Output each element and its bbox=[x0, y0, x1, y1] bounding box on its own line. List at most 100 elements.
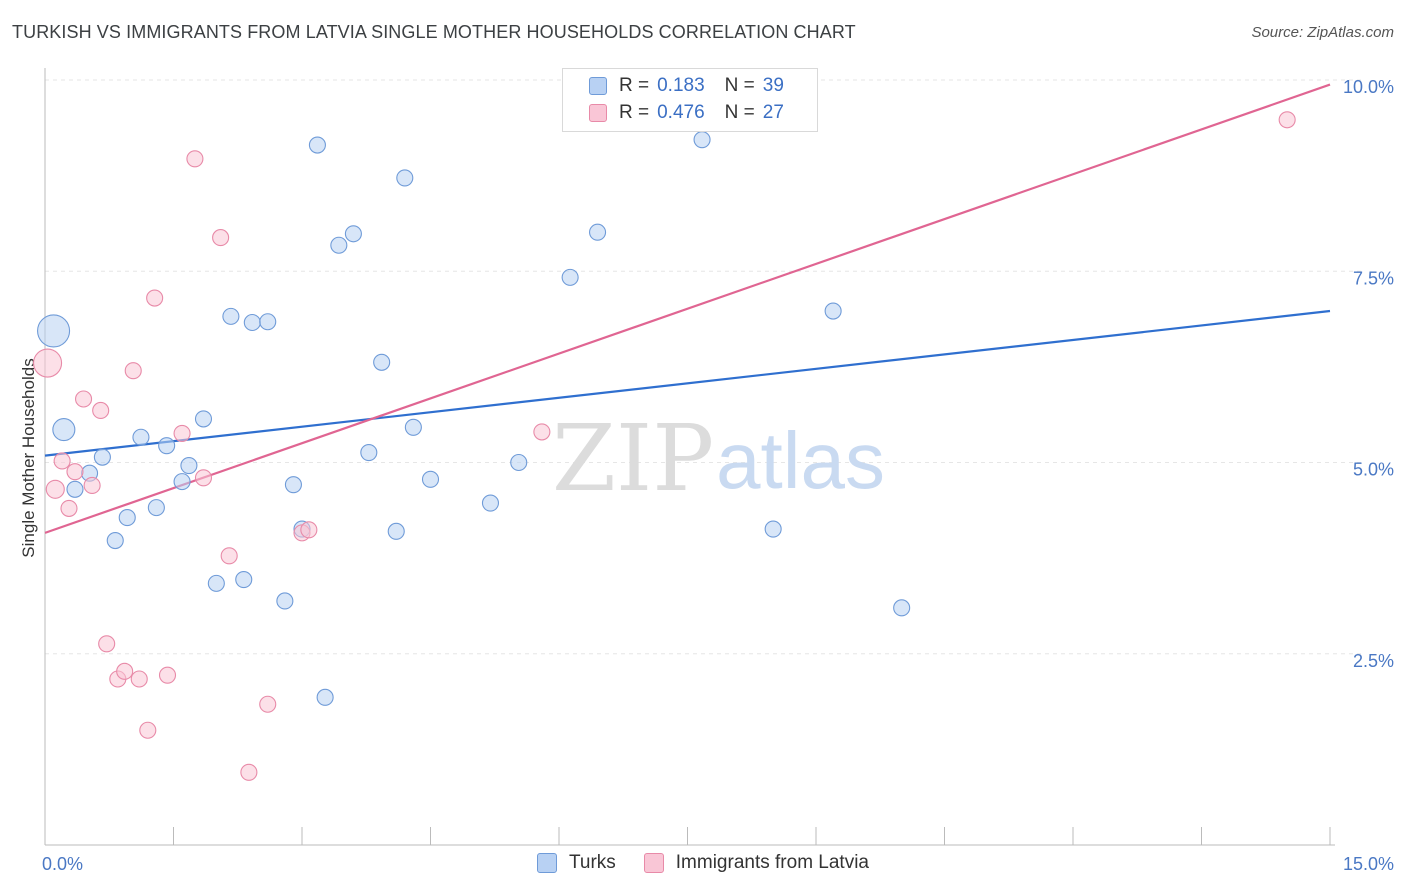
bottom-legend-label-latvia: Immigrants from Latvia bbox=[675, 852, 870, 873]
legend-r-value: 0.476 bbox=[657, 102, 705, 123]
point-turks bbox=[106, 531, 124, 550]
point-latvia bbox=[33, 348, 63, 378]
legend-n-label: N = bbox=[724, 102, 755, 123]
point-turks bbox=[561, 268, 579, 286]
point-turks bbox=[276, 592, 294, 610]
point-turks bbox=[308, 136, 326, 154]
point-turks bbox=[893, 599, 911, 617]
point-turks bbox=[173, 473, 191, 491]
point-turks bbox=[158, 437, 176, 455]
trend-line-turks bbox=[44, 309, 1331, 457]
point-turks bbox=[588, 223, 607, 241]
point-turks bbox=[481, 494, 500, 512]
point-turks bbox=[316, 688, 334, 706]
point-turks bbox=[373, 353, 391, 371]
y-tick-label: 2.5% bbox=[1353, 651, 1394, 671]
point-turks bbox=[207, 574, 225, 592]
legend-swatch-latvia bbox=[589, 104, 607, 122]
point-turks bbox=[330, 236, 348, 254]
point-latvia bbox=[60, 499, 78, 517]
point-turks bbox=[510, 453, 528, 472]
bottom-legend-label-turks: Turks bbox=[568, 852, 616, 873]
point-turks bbox=[387, 522, 405, 540]
point-turks bbox=[243, 313, 261, 332]
point-turks bbox=[344, 225, 362, 243]
point-turks bbox=[132, 428, 150, 446]
point-turks bbox=[180, 457, 198, 475]
chart-title: TURKISH VS IMMIGRANTS FROM LATVIA SINGLE… bbox=[12, 22, 856, 42]
point-latvia bbox=[139, 721, 157, 739]
point-latvia bbox=[533, 423, 551, 441]
point-turks bbox=[764, 520, 782, 538]
point-latvia bbox=[66, 463, 84, 481]
point-latvia bbox=[124, 362, 142, 380]
point-turks bbox=[37, 314, 71, 348]
point-turks bbox=[147, 499, 165, 517]
point-latvia bbox=[146, 289, 164, 307]
watermark-zip: ZIP bbox=[552, 405, 714, 512]
bottom-legend-latvia[interactable]: Immigrants from Latvia bbox=[643, 852, 870, 874]
point-turks bbox=[93, 448, 111, 466]
point-turks bbox=[222, 307, 240, 325]
grid-lines bbox=[45, 79, 1365, 655]
bottom-legend-turks[interactable]: Turks bbox=[536, 852, 616, 874]
legend-r-value: 0.183 bbox=[657, 75, 705, 96]
watermark-atlas: atlas bbox=[716, 416, 885, 505]
point-latvia bbox=[259, 695, 277, 713]
point-latvia bbox=[92, 401, 110, 420]
x-tick-label: 0.0% bbox=[42, 854, 83, 874]
point-latvia bbox=[186, 150, 204, 168]
point-turks bbox=[360, 444, 378, 462]
point-turks bbox=[421, 470, 440, 488]
legend-swatch-turks bbox=[589, 77, 607, 95]
point-latvia bbox=[45, 479, 65, 499]
point-turks bbox=[824, 302, 842, 320]
legend-r-label: R = bbox=[619, 75, 650, 96]
bottom-legend-swatch-turks bbox=[536, 853, 557, 873]
point-turks bbox=[235, 570, 253, 589]
trend-lines bbox=[44, 83, 1331, 534]
legend-r-label: R = bbox=[619, 102, 650, 123]
bottom-legend: Turks Immigrants from Latvia bbox=[0, 852, 1406, 874]
source-label: Source: ZipAtlas.com bbox=[1251, 24, 1394, 41]
point-latvia bbox=[53, 452, 71, 470]
point-turks bbox=[66, 480, 84, 498]
point-turks bbox=[396, 169, 414, 187]
point-latvia bbox=[83, 476, 101, 495]
points-latvia bbox=[33, 111, 1296, 781]
trend-line-latvia bbox=[44, 83, 1331, 534]
point-turks bbox=[693, 131, 711, 149]
point-turks bbox=[52, 418, 76, 442]
point-latvia bbox=[220, 547, 238, 565]
y-tick-label: 5.0% bbox=[1353, 460, 1394, 480]
point-latvia bbox=[158, 666, 177, 684]
point-latvia bbox=[116, 662, 134, 680]
point-latvia bbox=[98, 635, 116, 653]
point-turks bbox=[259, 313, 277, 331]
x-tick-label: 15.0% bbox=[1343, 854, 1394, 874]
legend-n-value: 39 bbox=[762, 75, 784, 96]
y-tick-labels: 2.5% 5.0% 7.5% 10.0% bbox=[1343, 77, 1394, 671]
point-latvia bbox=[1278, 111, 1296, 129]
x-tick-labels: 0.0% 15.0% bbox=[42, 854, 1394, 874]
point-latvia bbox=[130, 670, 148, 688]
point-latvia bbox=[300, 521, 318, 539]
point-turks bbox=[404, 418, 422, 436]
y-axis-title: Single Mother Households bbox=[19, 358, 38, 557]
legend-n-label: N = bbox=[724, 75, 755, 96]
point-latvia bbox=[194, 469, 213, 487]
y-tick-label: 7.5% bbox=[1353, 268, 1394, 288]
point-turks bbox=[118, 509, 136, 527]
legend-box: R = 0.183 N = 39 R = 0.476 N = 27 bbox=[562, 68, 818, 132]
point-turks bbox=[194, 410, 213, 428]
axes bbox=[44, 68, 1335, 846]
y-tick-label: 10.0% bbox=[1343, 77, 1394, 97]
bottom-legend-swatch-latvia bbox=[643, 853, 664, 873]
watermark: ZIP atlas bbox=[552, 405, 885, 512]
point-latvia bbox=[75, 390, 93, 408]
point-latvia bbox=[173, 424, 191, 442]
point-turks bbox=[284, 476, 302, 494]
legend-row-latvia: R = 0.476 N = 27 bbox=[589, 100, 784, 126]
point-latvia bbox=[212, 229, 230, 247]
